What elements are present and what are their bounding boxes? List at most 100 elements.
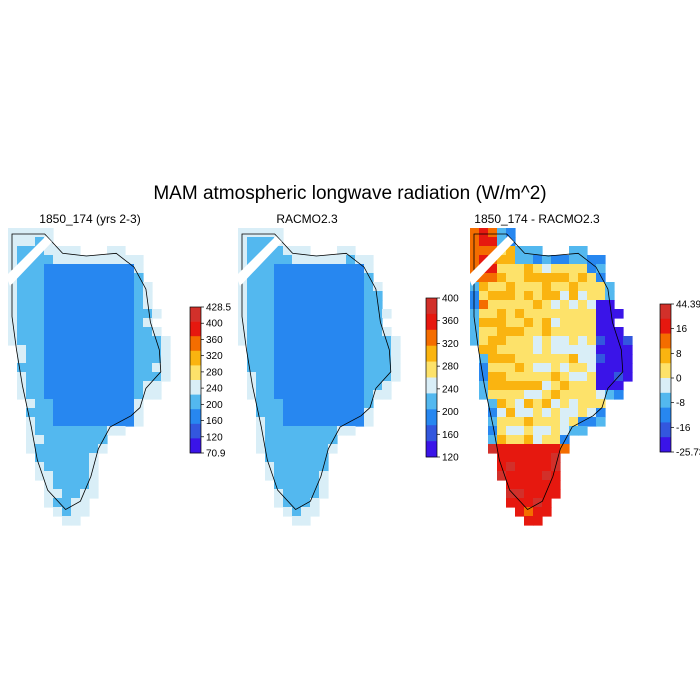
grid-cell: [125, 318, 135, 328]
grid-cell: [470, 282, 480, 292]
grid-cell: [8, 327, 18, 337]
grid-cell: [274, 318, 284, 328]
grid-cell: [515, 291, 525, 301]
grid-cell: [53, 282, 63, 292]
grid-cell: [301, 354, 311, 364]
grid-cell: [44, 390, 54, 400]
grid-cell: [560, 426, 570, 436]
grid-cell: [53, 399, 63, 409]
grid-cell: [107, 318, 117, 328]
grid-cell: [488, 390, 498, 400]
grid-cell: [283, 417, 293, 427]
grid-cell: [533, 489, 543, 499]
grid-cell: [337, 408, 347, 418]
grid-cell: [497, 309, 507, 319]
grid-cell: [89, 381, 99, 391]
grid-cell: [623, 345, 633, 355]
grid-cell: [506, 390, 516, 400]
grid-cell: [125, 390, 135, 400]
grid-cell: [161, 363, 171, 373]
grid-cell: [587, 417, 597, 427]
grid-cell: [26, 390, 36, 400]
grid-cell: [35, 264, 45, 274]
grid-cell: [551, 282, 561, 292]
grid-cell: [44, 309, 54, 319]
grid-cell: [35, 327, 45, 337]
grid-cell: [542, 471, 552, 481]
grid-cell: [89, 489, 99, 499]
grid-cell: [247, 345, 257, 355]
grid-cell: [515, 318, 525, 328]
grid-cell: [26, 426, 36, 436]
grid-cell: [238, 327, 248, 337]
grid-cell: [44, 480, 54, 490]
grid-cell: [497, 444, 507, 454]
grid-cell: [62, 399, 72, 409]
coastline: [241, 233, 392, 511]
grid-cell: [116, 408, 126, 418]
grid-cell: [497, 435, 507, 445]
grid-cell: [470, 300, 480, 310]
grid-cell: [89, 471, 99, 481]
grid-cell: [71, 453, 81, 463]
colorbar-swatch: [426, 425, 437, 442]
grid-cell: [542, 291, 552, 301]
grid-cell: [337, 354, 347, 364]
grid-cell: [80, 471, 90, 481]
grid-cell: [53, 426, 63, 436]
grid-cell: [26, 300, 36, 310]
grid-cell: [355, 336, 365, 346]
grid-cell: [515, 264, 525, 274]
grid-cell: [256, 390, 266, 400]
grid-cell: [44, 327, 54, 337]
grid-cell: [533, 318, 543, 328]
grid-cell: [587, 327, 597, 337]
grid-cell: [107, 426, 117, 436]
grid-cell: [62, 480, 72, 490]
grid-cell: [274, 291, 284, 301]
grid-cell: [274, 417, 284, 427]
grid-cell: [533, 372, 543, 382]
grid-cell: [80, 345, 90, 355]
grid-cell: [319, 318, 329, 328]
grid-cell: [107, 264, 117, 274]
grid-cell: [470, 246, 480, 256]
fjord-gap: [468, 236, 514, 286]
grid-cell: [364, 282, 374, 292]
grid-cell: [515, 489, 525, 499]
grid-cell: [328, 327, 338, 337]
grid-cell: [125, 291, 135, 301]
colorbar-swatch: [660, 392, 671, 408]
grid-cell: [497, 453, 507, 463]
grid-cell: [578, 318, 588, 328]
grid-cell: [89, 363, 99, 373]
grid-cell: [274, 381, 284, 391]
grid-cell: [62, 282, 72, 292]
grid-cell: [524, 462, 534, 472]
grid-cell: [560, 336, 570, 346]
grid-cell: [596, 336, 606, 346]
grid-cell: [17, 318, 27, 328]
grid-cell: [283, 507, 293, 517]
grid-cell: [125, 336, 135, 346]
grid-cell: [62, 498, 72, 508]
grid-cell: [44, 435, 54, 445]
grid-cell: [35, 408, 45, 418]
grid-cell: [542, 282, 552, 292]
grid-cell: [355, 318, 365, 328]
grid-cell: [346, 255, 356, 265]
grid-cell: [265, 426, 275, 436]
grid-cell: [62, 345, 72, 355]
grid-cell: [479, 381, 489, 391]
grid-cell: [301, 273, 311, 283]
grid-cell: [44, 489, 54, 499]
grid-cell: [506, 264, 516, 274]
grid-cell: [524, 282, 534, 292]
grid-cell: [134, 309, 144, 319]
grid-cell: [71, 426, 81, 436]
grid-cell: [515, 390, 525, 400]
colorbar-swatch: [190, 380, 201, 395]
grid-cell: [470, 336, 480, 346]
grid-cell: [551, 264, 561, 274]
grid-cell: [551, 417, 561, 427]
